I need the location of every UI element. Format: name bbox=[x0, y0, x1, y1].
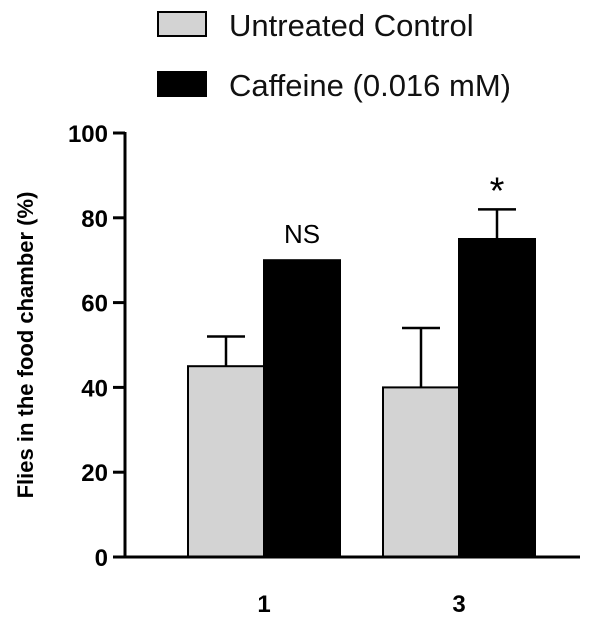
bar-control-1 bbox=[187, 365, 265, 559]
y-tick-label-20: 20 bbox=[81, 460, 108, 487]
annotation-3: * bbox=[490, 170, 505, 212]
bar-control-3 bbox=[382, 386, 460, 558]
y-tick-label-60: 60 bbox=[81, 291, 108, 318]
x-tick-label-1: 1 bbox=[257, 591, 270, 618]
axes: 1 3 0 20 40 60 80 100 bbox=[68, 121, 580, 618]
bar-caffeine-1 bbox=[263, 259, 341, 558]
legend-label-untreated-control: Untreated Control bbox=[229, 8, 474, 43]
y-axis-label: Flies in the food chamber (%) bbox=[13, 192, 38, 499]
y-tick-label-0: 0 bbox=[95, 545, 108, 572]
y-tick-label-80: 80 bbox=[81, 206, 108, 233]
y-tick-label-40: 40 bbox=[81, 375, 108, 402]
legend: Untreated Control Caffeine (0.016 mM) bbox=[157, 8, 511, 103]
y-tick-label-100: 100 bbox=[68, 121, 108, 148]
legend-swatch-caffeine bbox=[157, 71, 207, 97]
error-bars bbox=[207, 208, 516, 388]
annotation-1: NS bbox=[284, 219, 320, 249]
legend-swatch-untreated-control bbox=[157, 11, 207, 37]
legend-label-caffeine: Caffeine (0.016 mM) bbox=[229, 68, 511, 103]
bar-caffeine-3 bbox=[458, 238, 536, 558]
bars bbox=[187, 238, 536, 559]
annotations: NS * bbox=[284, 170, 505, 249]
x-tick-label-3: 3 bbox=[452, 591, 465, 618]
